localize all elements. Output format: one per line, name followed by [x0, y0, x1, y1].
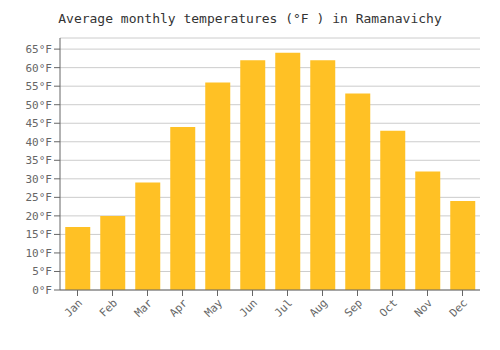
- svg-text:10°F: 10°F: [26, 247, 53, 260]
- svg-text:0°F: 0°F: [32, 284, 52, 297]
- svg-text:Apr: Apr: [167, 296, 191, 320]
- svg-text:Sep: Sep: [342, 296, 365, 319]
- svg-text:50°F: 50°F: [26, 99, 53, 112]
- svg-text:30°F: 30°F: [26, 173, 53, 186]
- svg-text:60°F: 60°F: [26, 62, 53, 75]
- svg-text:Nov: Nov: [412, 296, 436, 320]
- html-text:Average monthly temperatures (: Average monthly temperatures (°F ) in Ra…: [58, 11, 442, 26]
- svg-text:25°F: 25°F: [26, 191, 53, 204]
- svg-text:Mar: Mar: [132, 296, 156, 320]
- svg-text:Feb: Feb: [97, 296, 120, 319]
- svg-text:Jan: Jan: [62, 296, 85, 319]
- svg-text:May: May: [202, 296, 226, 320]
- svg-text:40°F: 40°F: [26, 136, 53, 149]
- svg-text:Dec: Dec: [447, 296, 470, 319]
- svg-text:20°F: 20°F: [26, 210, 53, 223]
- svg-text:35°F: 35°F: [26, 154, 53, 167]
- svg-text:65°F: 65°F: [26, 43, 53, 56]
- svg-text:Oct: Oct: [377, 296, 400, 319]
- svg-text:Jun: Jun: [237, 296, 260, 319]
- svg-text:15°F: 15°F: [26, 228, 53, 241]
- svg-text:Jul: Jul: [272, 296, 295, 319]
- svg-text:55°F: 55°F: [26, 80, 53, 93]
- svg-text:Aug: Aug: [307, 296, 330, 319]
- svg-text:45°F: 45°F: [26, 117, 53, 130]
- svg-text:5°F: 5°F: [32, 265, 52, 278]
